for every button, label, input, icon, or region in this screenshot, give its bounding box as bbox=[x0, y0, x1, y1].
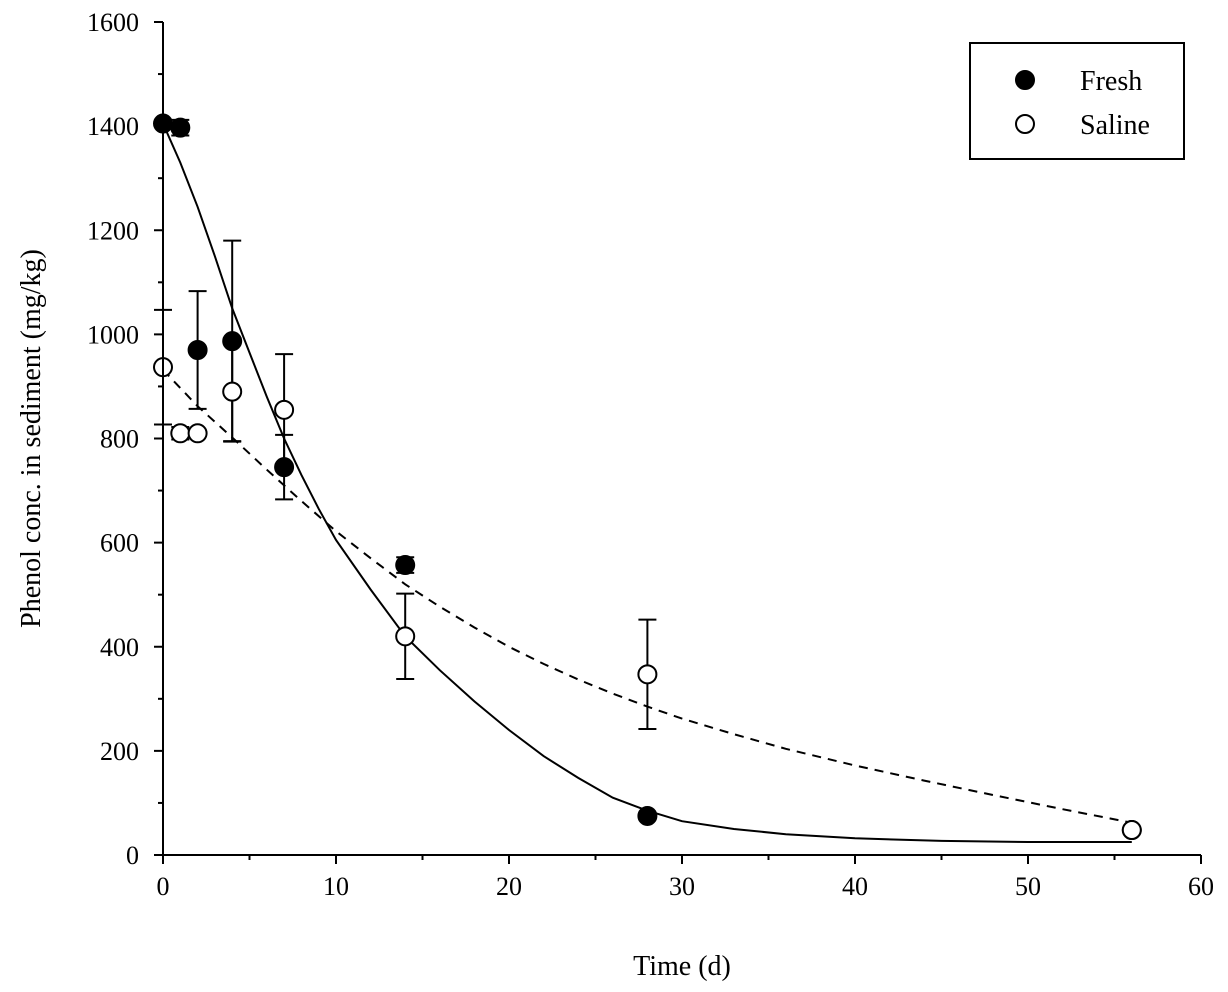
plot-area bbox=[153, 113, 1142, 843]
data-point-saline bbox=[222, 381, 243, 402]
fit-curve-fresh bbox=[162, 123, 1132, 843]
data-point-saline bbox=[187, 423, 208, 444]
data-point-saline bbox=[637, 664, 658, 685]
data-point-fresh bbox=[395, 555, 416, 576]
x-tick-label: 40 bbox=[842, 872, 868, 901]
x-axis-label: Time (d) bbox=[633, 951, 731, 982]
data-point-saline bbox=[1121, 820, 1142, 841]
legend-label-fresh: Fresh bbox=[1080, 66, 1142, 97]
x-tick-label: 60 bbox=[1188, 872, 1214, 901]
y-tick-label: 1200 bbox=[87, 216, 139, 245]
data-point-fresh bbox=[222, 331, 243, 352]
y-tick-label: 1000 bbox=[87, 320, 139, 349]
fit-curve-saline bbox=[162, 369, 1132, 824]
data-point-fresh bbox=[170, 117, 191, 138]
legend: Fresh Saline bbox=[969, 42, 1185, 160]
x-tick-label: 30 bbox=[669, 872, 695, 901]
y-tick-label: 400 bbox=[100, 633, 139, 662]
data-point-fresh bbox=[187, 339, 208, 360]
y-tick-label: 200 bbox=[100, 737, 139, 766]
data-point-saline bbox=[170, 423, 191, 444]
data-point-fresh bbox=[637, 805, 658, 826]
y-tick-label: 0 bbox=[126, 841, 139, 870]
x-tick-label: 20 bbox=[496, 872, 522, 901]
legend-box bbox=[969, 42, 1185, 160]
legend-marker-saline bbox=[1015, 114, 1035, 134]
y-axis-label: Phenol conc. in sediment (mg/kg) bbox=[16, 249, 47, 628]
x-tick-label: 50 bbox=[1015, 872, 1041, 901]
data-point-saline bbox=[395, 626, 416, 647]
y-tick-label: 600 bbox=[100, 529, 139, 558]
x-tick-label: 0 bbox=[157, 872, 170, 901]
y-tick-label: 1400 bbox=[87, 112, 139, 141]
x-tick-label: 10 bbox=[323, 872, 349, 901]
data-point-saline bbox=[274, 399, 295, 420]
y-tick-label: 800 bbox=[100, 425, 139, 454]
axes: 0 10 20 30 40 50 60020040060080010001200140016… bbox=[87, 8, 1214, 901]
y-tick-label: 1600 bbox=[87, 8, 139, 37]
legend-marker-fresh bbox=[1015, 70, 1035, 90]
data-point-fresh bbox=[274, 457, 295, 478]
legend-label-saline: Saline bbox=[1080, 110, 1150, 141]
